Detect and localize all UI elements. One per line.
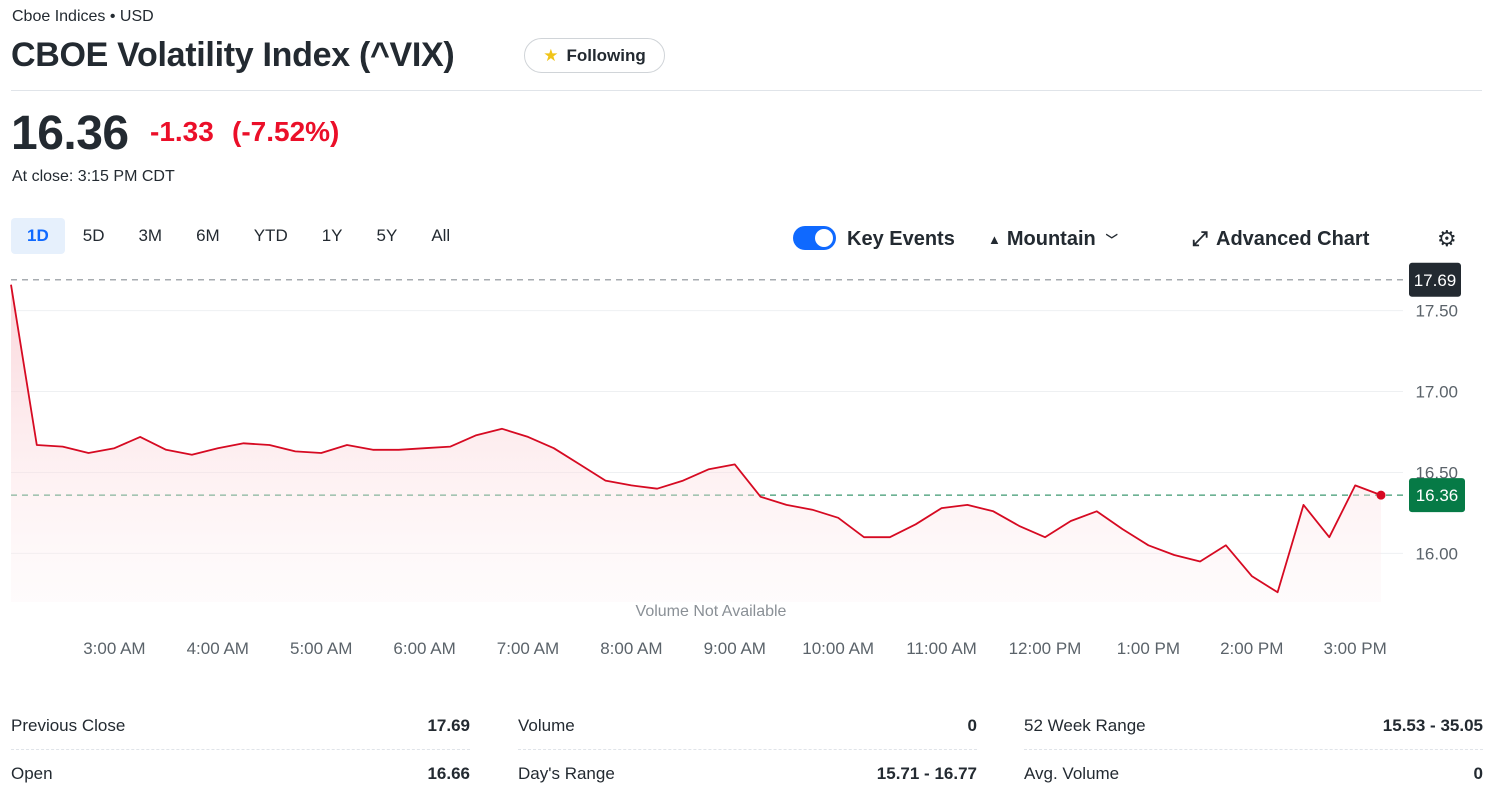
x-tick-label: 1:00 PM <box>1117 639 1180 658</box>
stat-value: 15.71 - 16.77 <box>876 764 977 783</box>
price-change: -1.33 <box>150 116 214 147</box>
stat-row: Open 16.66 <box>11 750 470 787</box>
current-price-badge <box>1409 478 1465 513</box>
range-tab-1d[interactable]: 1D <box>11 218 65 254</box>
previous-close-badge <box>1409 262 1461 297</box>
range-tab-5y[interactable]: 5Y <box>376 226 398 245</box>
stats-column: Previous Close 17.69 Open 16.66 <box>11 702 470 787</box>
divider <box>11 90 1482 91</box>
x-tick-label: 3:00 AM <box>83 639 145 658</box>
x-tick-label: 3:00 PM <box>1323 639 1386 658</box>
stat-label: Previous Close <box>11 715 126 735</box>
x-tick-label: 12:00 PM <box>1009 639 1082 658</box>
y-tick-label: 16.50 <box>1415 463 1458 482</box>
stat-row: Volume 0 <box>518 702 977 750</box>
page-title: CBOE Volatility Index (^VIX) <box>11 36 455 74</box>
previous-close-badge-label: 17.69 <box>1414 271 1457 290</box>
x-tick-label: 9:00 AM <box>704 639 766 658</box>
expand-icon: ⤢ <box>1192 228 1208 250</box>
x-tick-label: 2:00 PM <box>1220 639 1283 658</box>
last-price-dot <box>1376 490 1386 500</box>
x-tick-label: 6:00 AM <box>393 639 455 658</box>
x-tick-label: 10:00 AM <box>802 639 874 658</box>
stat-row: Previous Close 17.69 <box>11 702 470 750</box>
mountain-icon: ▲ <box>988 232 1001 247</box>
following-label: Following <box>566 45 646 65</box>
stat-label: Avg. Volume <box>1024 764 1120 783</box>
range-tab-3m[interactable]: 3M <box>138 226 163 245</box>
y-tick-label: 16.00 <box>1415 544 1458 563</box>
price-chart[interactable]: 17.50 17.00 16.50 16.00 17.69 16.36 Volume No… <box>0 262 1493 672</box>
chart-type-dropdown[interactable]: ▲ Mountain ﹀ <box>988 228 1118 251</box>
range-tab-5d[interactable]: 5D <box>82 226 105 245</box>
x-tick-label: 7:00 AM <box>497 639 559 658</box>
stat-value: 16.66 <box>427 764 470 783</box>
price-area <box>11 284 1381 602</box>
key-events-label[interactable]: Key Events <box>847 228 955 250</box>
x-tick-label: 4:00 AM <box>187 639 249 658</box>
y-tick-label: 17.50 <box>1415 302 1458 321</box>
advanced-chart-label: Advanced Chart <box>1216 228 1370 250</box>
toggle-knob <box>815 229 833 247</box>
stat-label: Day's Range <box>518 764 615 783</box>
stat-value: 0 <box>967 715 977 735</box>
chart-type-label: Mountain <box>1006 228 1096 250</box>
exchange-label: Cboe Indices • USD <box>12 8 154 25</box>
stat-row: Avg. Volume 0 <box>1024 750 1483 787</box>
range-tab-1y[interactable]: 1Y <box>321 226 343 245</box>
close-time: At close: 3:15 PM CDT <box>12 168 175 185</box>
advanced-chart-button[interactable]: ⤢ Advanced Chart <box>1192 228 1369 251</box>
x-tick-label: 8:00 AM <box>600 639 662 658</box>
range-tabs: 1D 5D 3M 6M YTD 1Y 5Y All <box>11 218 468 254</box>
stat-label: 52 Week Range <box>1024 715 1146 735</box>
stat-label: Open <box>11 764 53 783</box>
stats-column: 52 Week Range 15.53 - 35.05 Avg. Volume 0 <box>1024 702 1483 787</box>
current-price-badge-label: 16.36 <box>1416 486 1459 505</box>
range-tab-6m[interactable]: 6M <box>196 226 220 245</box>
y-tick-label: 17.00 <box>1415 383 1458 402</box>
gear-icon[interactable]: ⚙ <box>1437 226 1457 251</box>
stat-value: 17.69 <box>427 715 470 735</box>
stats-column: Volume 0 Day's Range 15.71 - 16.77 <box>518 702 977 787</box>
stat-row: Day's Range 15.71 - 16.77 <box>518 750 977 787</box>
stat-value: 0 <box>1473 764 1483 783</box>
price-line <box>10 284 1382 594</box>
stat-row: 52 Week Range 15.53 - 35.05 <box>1024 702 1483 750</box>
following-button[interactable]: ★ Following <box>524 38 665 73</box>
price-change-percent: (-7.52%) <box>232 116 340 147</box>
x-tick-label: 5:00 AM <box>290 639 352 658</box>
volume-not-available: Volume Not Available <box>636 603 787 620</box>
stat-value: 15.53 - 35.05 <box>1382 715 1483 735</box>
x-tick-label: 11:00 AM <box>906 639 977 658</box>
range-tab-all[interactable]: All <box>431 226 451 245</box>
stat-label: Volume <box>518 715 575 735</box>
price-value: 16.36 <box>11 107 129 160</box>
key-events-toggle[interactable] <box>793 226 836 250</box>
range-tab-ytd[interactable]: YTD <box>253 226 288 245</box>
chevron-down-icon: ﹀ <box>1105 233 1118 247</box>
star-icon: ★ <box>543 45 559 65</box>
